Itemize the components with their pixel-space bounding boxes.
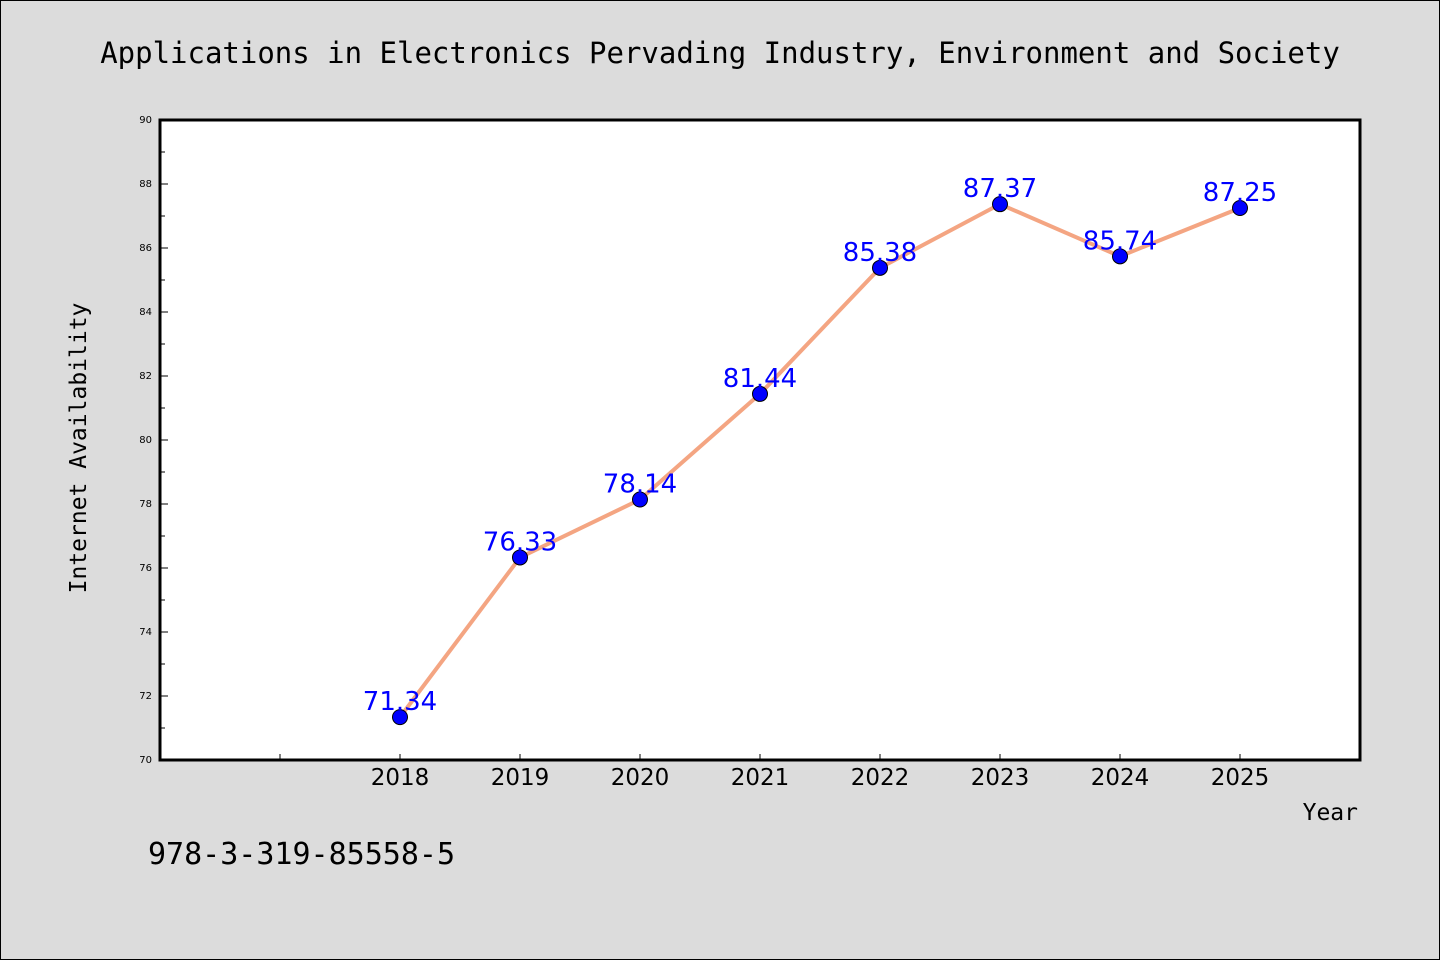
x-axis-label: Year <box>1303 800 1358 826</box>
data-label: 87.25 <box>1203 178 1277 208</box>
data-point <box>752 385 768 402</box>
y-tick-label: 82 <box>139 371 152 382</box>
x-tick-label: 2021 <box>731 765 790 791</box>
y-tick-label: 74 <box>139 627 152 638</box>
y-tick-label: 84 <box>139 307 152 318</box>
y-tick-label: 86 <box>139 243 152 254</box>
x-tick-label: 2019 <box>491 765 550 791</box>
data-point <box>1112 248 1128 265</box>
x-tick-label: 2022 <box>851 765 910 791</box>
data-point <box>992 196 1008 213</box>
data-label: 78.14 <box>603 470 677 500</box>
x-tick-label: 2023 <box>971 765 1030 791</box>
data-point <box>872 259 888 276</box>
x-tick-label: 2024 <box>1091 765 1150 791</box>
data-label: 71.34 <box>363 687 437 717</box>
y-axis-label: Internet Availability <box>66 303 92 594</box>
x-tick-label: 2018 <box>371 765 430 791</box>
data-label: 85.38 <box>843 238 917 268</box>
y-tick-label: 78 <box>139 499 152 510</box>
x-tick-label: 2020 <box>611 765 670 791</box>
x-tick-label: 2025 <box>1211 765 1270 791</box>
chart-title: Applications in Electronics Pervading In… <box>100 36 1340 70</box>
y-tick-label: 80 <box>139 435 152 446</box>
data-label: 85.74 <box>1083 226 1157 256</box>
data-point <box>392 709 408 726</box>
y-axis: 70 72 74 76 78 80 82 84 86 88 90 <box>139 115 168 766</box>
series-layer: 71.34 76.33 78.14 81.44 85.38 87.37 85.74 87.25 <box>363 174 1277 726</box>
y-tick-label: 72 <box>139 691 152 702</box>
data-point <box>632 491 648 508</box>
data-label: 76.33 <box>483 527 557 557</box>
y-tick-label: 88 <box>139 179 152 190</box>
y-tick-label: 90 <box>139 115 152 126</box>
y-tick-label: 70 <box>139 755 152 766</box>
data-point <box>512 549 528 566</box>
plot-area <box>158 118 1362 762</box>
data-label: 81.44 <box>723 364 797 394</box>
isbn-annotation: 978-3-319-85558-5 <box>148 837 455 872</box>
x-axis: 2018 2019 2020 2021 2022 2023 2024 2025 <box>279 754 1270 791</box>
y-tick-label: 76 <box>139 563 152 574</box>
series-line <box>398 202 1241 719</box>
data-label: 87.37 <box>963 174 1037 204</box>
data-point <box>1232 200 1248 216</box>
